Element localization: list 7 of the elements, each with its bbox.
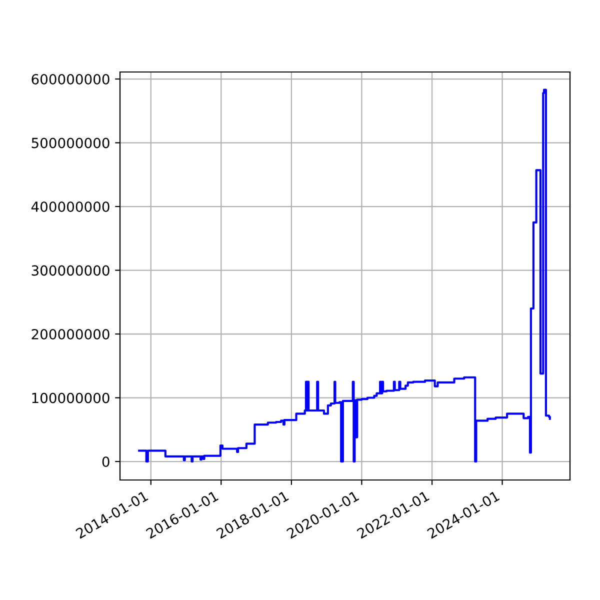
y-tick-label: 100000000 — [32, 392, 110, 404]
y-tick-label: 600000000 — [32, 74, 110, 84]
y-tick-label: 200000000 — [32, 328, 110, 340]
y-tick-label: 0 — [102, 456, 110, 467]
y-tick-label: 400000000 — [31, 201, 110, 212]
y-tick-label: 500000000 — [32, 138, 110, 148]
y-tick-label: 300000000 — [32, 265, 110, 276]
